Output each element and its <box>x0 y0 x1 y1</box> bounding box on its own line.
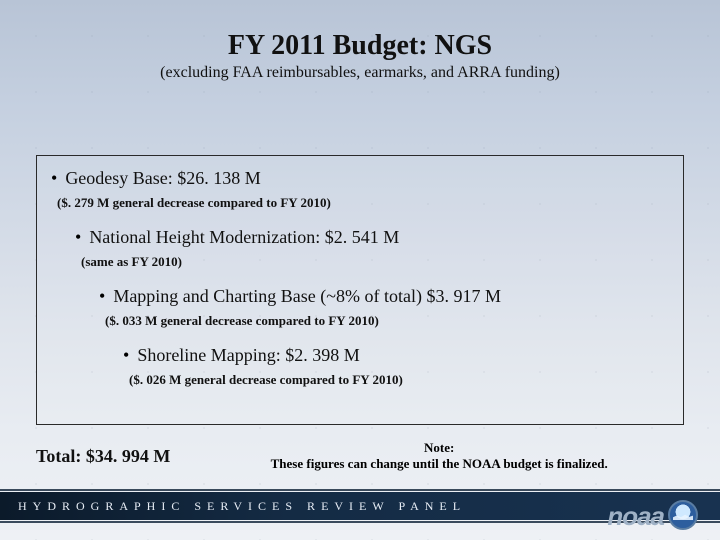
band-text: HYDROGRAPHIC SERVICES REVIEW PANEL <box>18 499 466 514</box>
slide: FY 2011 Budget: NGS (excluding FAA reimb… <box>0 0 720 540</box>
item-note: ($. 033 M general decrease compared to F… <box>105 313 677 329</box>
budget-box: • Geodesy Base: $26. 138 M ($. 279 M gen… <box>36 155 684 425</box>
item-note: (same as FY 2010) <box>81 254 677 270</box>
item-text: Geodesy Base: $26. 138 M <box>65 168 260 189</box>
footer-row: Total: $34. 994 M Note: These figures ca… <box>36 440 684 472</box>
footnote-heading: Note: <box>194 440 684 456</box>
slide-subtitle: (excluding FAA reimbursables, earmarks, … <box>0 64 720 82</box>
footnote-body: These figures can change until the NOAA … <box>194 456 684 472</box>
slide-title: FY 2011 Budget: NGS <box>0 30 720 62</box>
bullet-icon: • <box>99 286 105 307</box>
list-item: • National Height Modernization: $2. 541… <box>75 227 677 248</box>
noaa-seal-icon <box>668 500 698 530</box>
item-note: ($. 026 M general decrease compared to F… <box>129 372 677 388</box>
total-text: Total: $34. 994 M <box>36 446 170 467</box>
item-note: ($. 279 M general decrease compared to F… <box>57 195 677 211</box>
footnote-block: Note: These figures can change until the… <box>194 440 684 472</box>
item-text: National Height Modernization: $2. 541 M <box>89 227 399 248</box>
item-text: Shoreline Mapping: $2. 398 M <box>137 345 360 366</box>
noaa-wordmark: noaa <box>607 501 664 532</box>
title-block: FY 2011 Budget: NGS (excluding FAA reimb… <box>0 0 720 82</box>
bullet-icon: • <box>51 168 57 189</box>
noaa-logo: noaa <box>578 486 698 530</box>
list-item: • Mapping and Charting Base (~8% of tota… <box>99 286 677 307</box>
item-text: Mapping and Charting Base (~8% of total)… <box>113 286 501 307</box>
list-item: • Shoreline Mapping: $2. 398 M <box>123 345 677 366</box>
bullet-icon: • <box>75 227 81 248</box>
bullet-icon: • <box>123 345 129 366</box>
list-item: • Geodesy Base: $26. 138 M <box>51 168 677 189</box>
